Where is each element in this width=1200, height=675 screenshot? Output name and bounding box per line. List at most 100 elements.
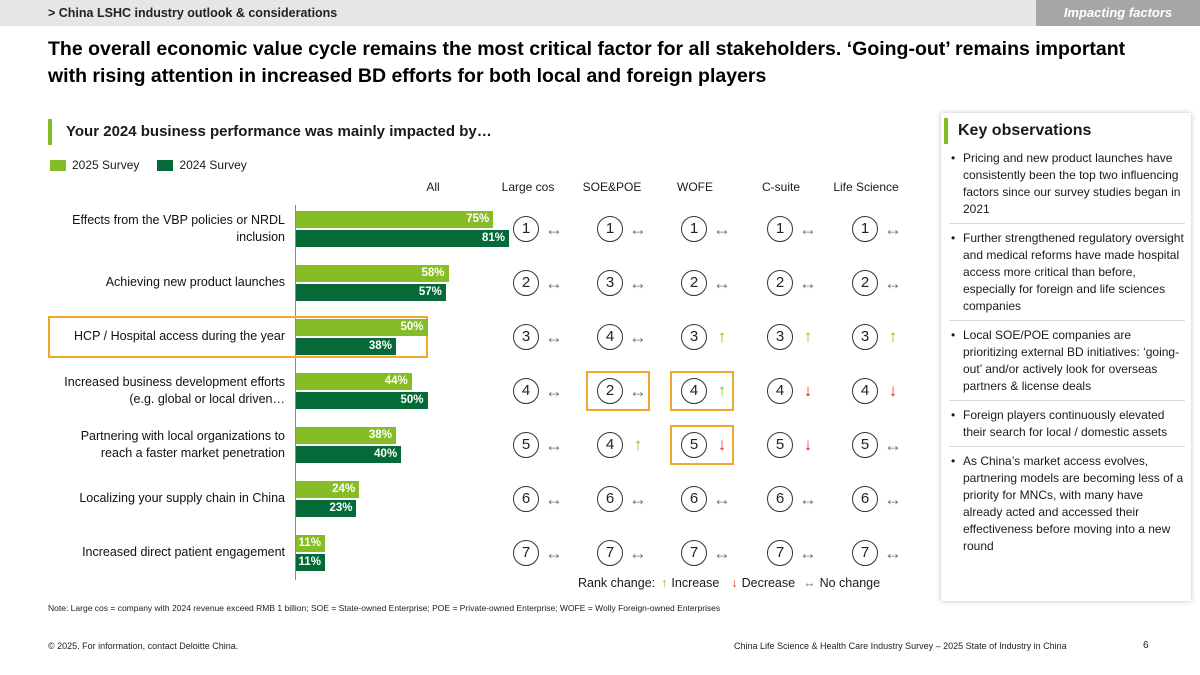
rank-cell: 3 ↑	[767, 323, 818, 351]
rank-number: 7	[852, 540, 878, 566]
no-change-arrow-icon: ↔	[629, 542, 647, 563]
column-header-c-suite: C-suite	[761, 180, 800, 194]
up-arrow-icon: ↑	[717, 327, 727, 346]
rank-cell: 4 ↓	[852, 377, 903, 405]
no-change-arrow-icon: ↔	[545, 434, 563, 455]
highlight-cell-box	[670, 425, 734, 465]
rank-cell: 4 ↔	[513, 377, 564, 405]
rank-cell: 1 ↔	[513, 215, 564, 243]
bar-2025-value: 75%	[296, 211, 494, 228]
rank-number: 1	[852, 216, 878, 242]
legend-item-2024: 2024 Survey	[157, 158, 247, 172]
no-change-arrow-icon: ↔	[799, 542, 817, 563]
rank-number: 2	[597, 378, 623, 404]
rank-number: 5	[513, 432, 539, 458]
up-arrow-icon: ↑	[717, 381, 727, 400]
no-change-arrow-icon: ↔	[629, 272, 647, 293]
rank-cell: 5 ↔	[513, 431, 564, 459]
rank-number: 2	[513, 270, 539, 296]
rank-cell: 4 ↑	[597, 431, 648, 459]
no-change-arrow-icon: ↔	[884, 542, 902, 563]
observation-item: Foreign players continuously elevated th…	[949, 407, 1185, 447]
rank-number: 4	[852, 378, 878, 404]
column-header-all: All	[426, 180, 440, 194]
bar-2025-value: 58%	[296, 265, 449, 282]
up-arrow-icon: ↑	[633, 435, 643, 454]
highlight-cell-box	[670, 371, 734, 411]
rank-cell: 2 ↔	[681, 269, 732, 297]
category-label: Achieving new product launches	[105, 275, 285, 289]
rank-number: 6	[767, 486, 793, 512]
no-change-arrow-icon: ↔	[545, 488, 563, 509]
rank-cell: 3 ↑	[681, 323, 732, 351]
rank-number: 3	[597, 270, 623, 296]
down-arrow-icon: ↓	[717, 435, 727, 454]
no-change-arrow-icon: ↔	[884, 218, 902, 239]
rank-legend-decrease: Decrease	[741, 576, 796, 590]
no-change-arrow-icon: ↔	[799, 272, 817, 293]
column-header-life-science: Life Science	[833, 180, 899, 194]
bar-2024-value: 23%	[296, 500, 357, 517]
category-label: HCP / Hospital access during the year	[74, 329, 285, 343]
rank-cell: 6 ↔	[513, 485, 564, 513]
down-arrow-icon: ↓	[803, 381, 813, 400]
rank-number: 2	[852, 270, 878, 296]
footer-copyright: © 2025. For information, contact Deloitt…	[48, 641, 239, 651]
bar-2025-value: 38%	[296, 427, 396, 444]
bar-2024-value: 11%	[296, 554, 325, 571]
rank-legend-label: Rank change:	[578, 576, 656, 590]
rank-cell: 2 ↔	[597, 377, 648, 405]
bar-2024-value: 50%	[296, 392, 428, 409]
section-tag: Impacting factors	[1036, 0, 1200, 26]
rank-number: 1	[597, 216, 623, 242]
rank-cell: 4 ↔	[597, 323, 648, 351]
no-change-arrow-icon: ↔	[629, 380, 647, 401]
no-change-arrow-icon: ↔	[629, 326, 647, 347]
category-label: Increased direct patient engagement	[82, 545, 285, 559]
rank-number: 3	[681, 324, 707, 350]
rank-cell: 7 ↔	[852, 539, 903, 567]
highlight-row-box	[48, 316, 428, 358]
bar-2025-value: 44%	[296, 373, 412, 390]
rank-cell: 5 ↓	[767, 431, 818, 459]
rank-cell: 1 ↔	[767, 215, 818, 243]
rank-cell: 1 ↔	[597, 215, 648, 243]
rank-number: 6	[597, 486, 623, 512]
down-arrow-icon: ↓	[888, 381, 898, 400]
bar-2025-value: 11%	[296, 535, 325, 552]
no-change-arrow-icon: ↔	[799, 488, 817, 509]
rank-number: 3	[852, 324, 878, 350]
chart-title: Your 2024 business performance was mainl…	[48, 119, 492, 145]
rank-number: 6	[852, 486, 878, 512]
rank-number: 4	[767, 378, 793, 404]
no-change-arrow-icon: ↔	[884, 434, 902, 455]
observation-item: Local SOE/POE companies are prioritizing…	[949, 327, 1185, 401]
rank-number: 5	[767, 432, 793, 458]
rank-cell: 2 ↔	[513, 269, 564, 297]
no-change-arrow-icon: ↔	[713, 218, 731, 239]
category-label: Partnering with local organizations to r…	[80, 429, 285, 460]
rank-cell: 6 ↔	[852, 485, 903, 513]
key-observations-panel: Key observations Pricing and new product…	[941, 113, 1191, 601]
rank-number: 1	[513, 216, 539, 242]
no-change-arrow-icon: ↔	[545, 542, 563, 563]
no-change-arrow-icon: ↔	[629, 218, 647, 239]
top-bar: > China LSHC industry outlook & consider…	[0, 0, 1200, 26]
rank-number: 4	[513, 378, 539, 404]
rank-cell: 6 ↔	[597, 485, 648, 513]
no-change-arrow-icon: ↔	[799, 218, 817, 239]
rank-cell: 1 ↔	[852, 215, 903, 243]
legend-item-2025: 2025 Survey	[50, 158, 139, 172]
chart-axis-line	[295, 205, 296, 580]
rank-cell: 7 ↔	[597, 539, 648, 567]
no-change-arrow-icon: ↔	[713, 542, 731, 563]
rank-number: 5	[681, 432, 707, 458]
rank-number: 4	[597, 324, 623, 350]
bar-2025-value: 24%	[296, 481, 360, 498]
observation-item: Pricing and new product launches have co…	[949, 150, 1185, 224]
chart-legend: 2025 Survey 2024 Survey	[50, 158, 247, 172]
rank-number: 4	[681, 378, 707, 404]
no-change-arrow-icon: ↔	[884, 488, 902, 509]
no-change-arrow-icon: ↔	[713, 488, 731, 509]
no-change-arrow-icon: ↔	[545, 380, 563, 401]
